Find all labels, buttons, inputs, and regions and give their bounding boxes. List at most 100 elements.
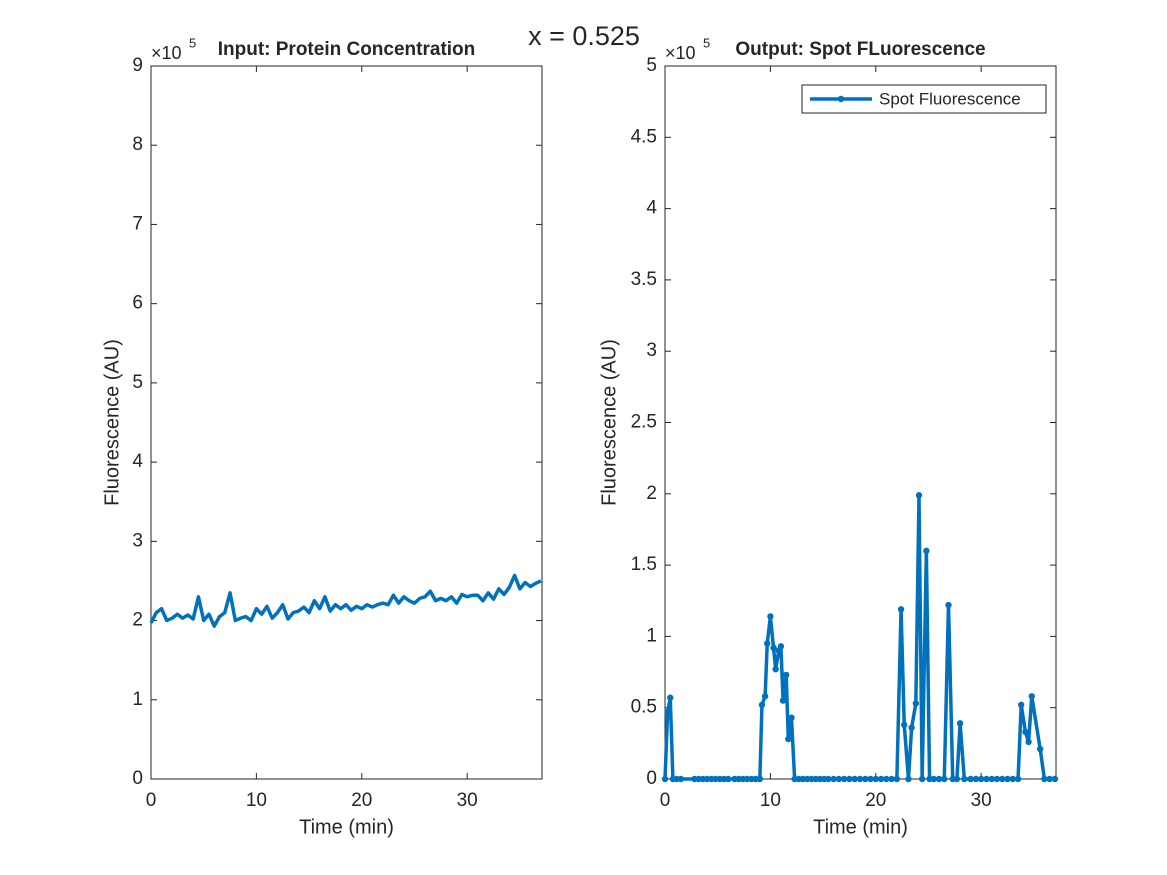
- data-point: [941, 775, 948, 783]
- data-point: [779, 697, 787, 704]
- plot-area: [150, 65, 543, 780]
- data-point: [1018, 701, 1025, 709]
- y-tick-label: 5: [132, 372, 143, 393]
- x-tick-label: 10: [760, 790, 781, 811]
- data-point: [953, 775, 961, 783]
- data-point: [983, 775, 990, 783]
- x-axis-label: Time (min): [299, 816, 394, 838]
- data-point: [912, 700, 920, 707]
- data-point: [967, 775, 974, 783]
- data-point: [664, 708, 671, 716]
- data-point: [893, 775, 901, 783]
- data-point: [830, 775, 837, 783]
- data-point: [1004, 775, 1011, 783]
- plot-area: [664, 65, 1057, 780]
- y-tick-label: 2: [132, 610, 143, 631]
- data-point: [856, 775, 864, 783]
- y-tick-label: 4: [132, 451, 143, 472]
- y-tick-label: 8: [132, 134, 143, 155]
- data-point: [777, 643, 785, 650]
- axes-title: Output: Spot FLuorescence: [735, 39, 985, 60]
- data-point: [840, 775, 848, 783]
- figure-title: x = 0.525: [528, 21, 640, 51]
- y-tick-label: 1: [132, 689, 143, 710]
- data-point: [956, 720, 964, 727]
- data-point: [835, 775, 843, 783]
- data-line: [149, 573, 542, 628]
- data-point: [1046, 775, 1053, 783]
- legend-label: Spot Fluorescence: [879, 89, 1021, 108]
- data-point: [877, 775, 885, 783]
- data-point: [767, 613, 774, 620]
- y-axis-label: Fluorescence (AU): [598, 339, 620, 506]
- x-tick-label: 20: [351, 790, 372, 811]
- data-point: [770, 644, 777, 652]
- y-tick-label: 2: [646, 483, 657, 504]
- data-point: [1051, 775, 1059, 783]
- data-point: [1036, 745, 1044, 753]
- data-point: [1041, 775, 1048, 783]
- data-point: [1009, 775, 1016, 783]
- y-tick-label: 9: [132, 55, 143, 76]
- data-point: [867, 775, 874, 783]
- data-point: [897, 606, 905, 613]
- y-tick-label: 4.5: [631, 126, 657, 147]
- data-point: [999, 775, 1006, 783]
- data-point: [661, 775, 669, 783]
- data-point: [1028, 693, 1035, 700]
- data-point: [785, 735, 792, 743]
- legend-marker: [837, 95, 845, 103]
- data-point: [825, 775, 832, 783]
- data-point: [782, 671, 790, 679]
- y-multiplier-exponent: 5: [703, 35, 710, 50]
- y-tick-label: 2.5: [631, 412, 657, 433]
- data-point: [872, 775, 879, 783]
- data-point: [972, 775, 980, 783]
- data-point: [788, 714, 795, 721]
- data-point: [772, 665, 779, 673]
- y-tick-label: 5: [646, 55, 657, 76]
- x-tick-label: 10: [246, 790, 267, 811]
- data-point: [846, 775, 853, 783]
- data-point: [923, 547, 930, 555]
- y-multiplier-base: ×10: [665, 43, 696, 63]
- y-tick-label: 0: [646, 768, 657, 789]
- data-point: [930, 775, 937, 783]
- data-point: [1014, 775, 1022, 783]
- data-point: [993, 775, 1001, 783]
- data-point: [725, 775, 732, 783]
- data-point: [761, 693, 769, 700]
- data-point: [764, 640, 771, 647]
- y-tick-label: 1.5: [631, 554, 657, 575]
- y-tick-label: 6: [132, 293, 143, 314]
- y-tick-label: 0.5: [631, 697, 657, 718]
- data-point: [977, 775, 985, 783]
- x-tick-label: 0: [660, 790, 671, 811]
- y-tick-label: 4: [646, 198, 657, 219]
- data-point: [756, 775, 764, 783]
- y-tick-label: 3: [132, 530, 143, 551]
- data-point: [901, 721, 908, 729]
- y-tick-label: 7: [132, 213, 143, 234]
- y-tick-label: 0: [132, 768, 143, 789]
- y-multiplier-exponent: 5: [189, 35, 196, 50]
- y-tick-label: 3.5: [631, 269, 657, 290]
- data-point: [1025, 738, 1032, 746]
- data-point: [862, 775, 869, 783]
- data-point: [667, 694, 674, 701]
- y-tick-label: 3: [646, 340, 657, 361]
- data-point: [961, 775, 968, 783]
- axes-title: Input: Protein Concentration: [218, 39, 476, 60]
- data-point: [905, 775, 912, 783]
- data-point: [988, 775, 995, 783]
- data-point: [883, 775, 890, 783]
- data-point: [945, 601, 952, 609]
- data-point: [915, 492, 923, 499]
- x-tick-label: 0: [146, 790, 157, 811]
- x-axis-label: Time (min): [813, 816, 908, 838]
- data-point: [918, 775, 926, 783]
- data-point: [851, 775, 858, 783]
- y-axis-label: Fluorescence (AU): [101, 339, 123, 506]
- y-tick-label: 1: [646, 625, 657, 646]
